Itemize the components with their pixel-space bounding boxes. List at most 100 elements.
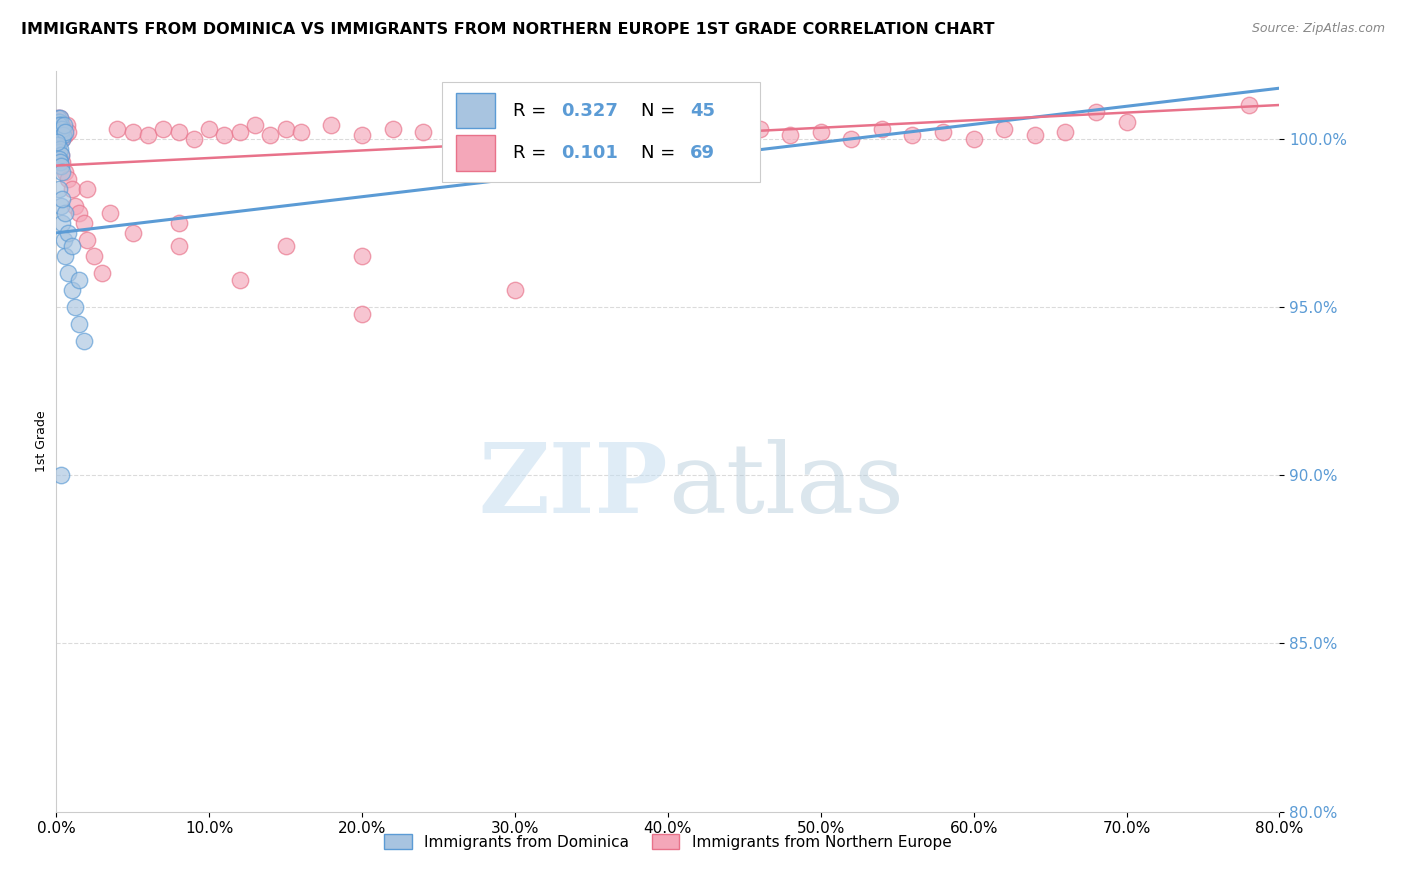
Point xyxy=(60,182,83,196)
Point xyxy=(228,125,252,139)
Point xyxy=(48,152,70,166)
Text: Source: ZipAtlas.com: Source: ZipAtlas.com xyxy=(1251,22,1385,36)
Point xyxy=(58,266,80,280)
Point xyxy=(55,249,77,263)
Point xyxy=(932,125,955,139)
Point xyxy=(51,216,73,230)
Point xyxy=(49,148,72,162)
Point xyxy=(381,121,404,136)
Point xyxy=(73,216,96,230)
Point xyxy=(993,121,1015,136)
Point xyxy=(46,135,69,149)
Point xyxy=(46,121,69,136)
Point xyxy=(962,131,984,145)
Point xyxy=(167,239,190,253)
Point xyxy=(46,115,69,129)
Point xyxy=(60,283,83,297)
Point xyxy=(49,118,72,132)
Point xyxy=(46,118,69,132)
Point xyxy=(1237,98,1260,112)
Point xyxy=(779,128,801,143)
Point xyxy=(73,334,96,348)
Text: ZIP: ZIP xyxy=(478,439,668,533)
FancyBboxPatch shape xyxy=(441,82,759,183)
Point xyxy=(274,121,297,136)
Point xyxy=(48,145,70,160)
Point xyxy=(51,155,73,169)
Point xyxy=(48,118,70,132)
Text: atlas: atlas xyxy=(668,439,904,533)
Point xyxy=(51,121,73,136)
Point xyxy=(49,121,72,136)
Point xyxy=(352,249,374,263)
Text: 0.327: 0.327 xyxy=(561,102,619,120)
Point xyxy=(46,118,69,132)
Point xyxy=(352,128,374,143)
Point xyxy=(52,128,75,143)
Text: N =: N = xyxy=(641,102,681,120)
Point xyxy=(152,121,174,136)
Point xyxy=(55,128,77,143)
Point xyxy=(412,125,434,139)
Point xyxy=(63,300,86,314)
Point xyxy=(52,121,75,136)
Point xyxy=(46,121,69,136)
Text: R =: R = xyxy=(513,144,551,161)
Point xyxy=(443,131,465,145)
Point xyxy=(107,121,129,136)
Point xyxy=(49,128,72,143)
Point xyxy=(60,239,83,253)
Point xyxy=(46,112,69,126)
Point xyxy=(76,233,98,247)
Point xyxy=(48,115,70,129)
Point xyxy=(121,125,143,139)
Point xyxy=(63,199,86,213)
Point xyxy=(717,125,740,139)
Point xyxy=(51,131,73,145)
Point xyxy=(49,125,72,139)
Point xyxy=(870,121,893,136)
Point xyxy=(626,131,648,145)
Point xyxy=(503,283,526,297)
Point xyxy=(49,121,72,136)
Text: R =: R = xyxy=(513,102,551,120)
Text: 0.101: 0.101 xyxy=(561,144,619,161)
Point xyxy=(49,148,72,162)
Point xyxy=(810,125,832,139)
Point xyxy=(49,112,72,126)
Point xyxy=(48,142,70,156)
Point xyxy=(46,115,69,129)
Point xyxy=(534,121,557,136)
Point xyxy=(503,128,526,143)
Point xyxy=(48,112,70,126)
Point xyxy=(55,165,77,179)
Point xyxy=(748,121,770,136)
Text: 69: 69 xyxy=(690,144,714,161)
Point xyxy=(51,192,73,206)
Text: IMMIGRANTS FROM DOMINICA VS IMMIGRANTS FROM NORTHERN EUROPE 1ST GRADE CORRELATIO: IMMIGRANTS FROM DOMINICA VS IMMIGRANTS F… xyxy=(21,22,994,37)
Point xyxy=(48,118,70,132)
Point xyxy=(98,205,121,219)
Point xyxy=(472,125,496,139)
Point xyxy=(58,226,80,240)
Point xyxy=(48,115,70,129)
Point xyxy=(321,118,343,132)
Point xyxy=(46,112,69,126)
Point xyxy=(1115,115,1137,129)
Point xyxy=(565,128,588,143)
Text: 45: 45 xyxy=(690,102,714,120)
FancyBboxPatch shape xyxy=(456,135,495,170)
Point xyxy=(49,159,72,173)
Point xyxy=(48,118,70,132)
Point xyxy=(136,128,159,143)
Point xyxy=(259,128,281,143)
Point xyxy=(55,125,77,139)
Point xyxy=(67,273,90,287)
Point xyxy=(55,205,77,219)
Point xyxy=(49,155,72,169)
Point xyxy=(183,131,205,145)
Point xyxy=(46,138,69,153)
Point xyxy=(48,182,70,196)
FancyBboxPatch shape xyxy=(456,93,495,128)
Point xyxy=(67,317,90,331)
